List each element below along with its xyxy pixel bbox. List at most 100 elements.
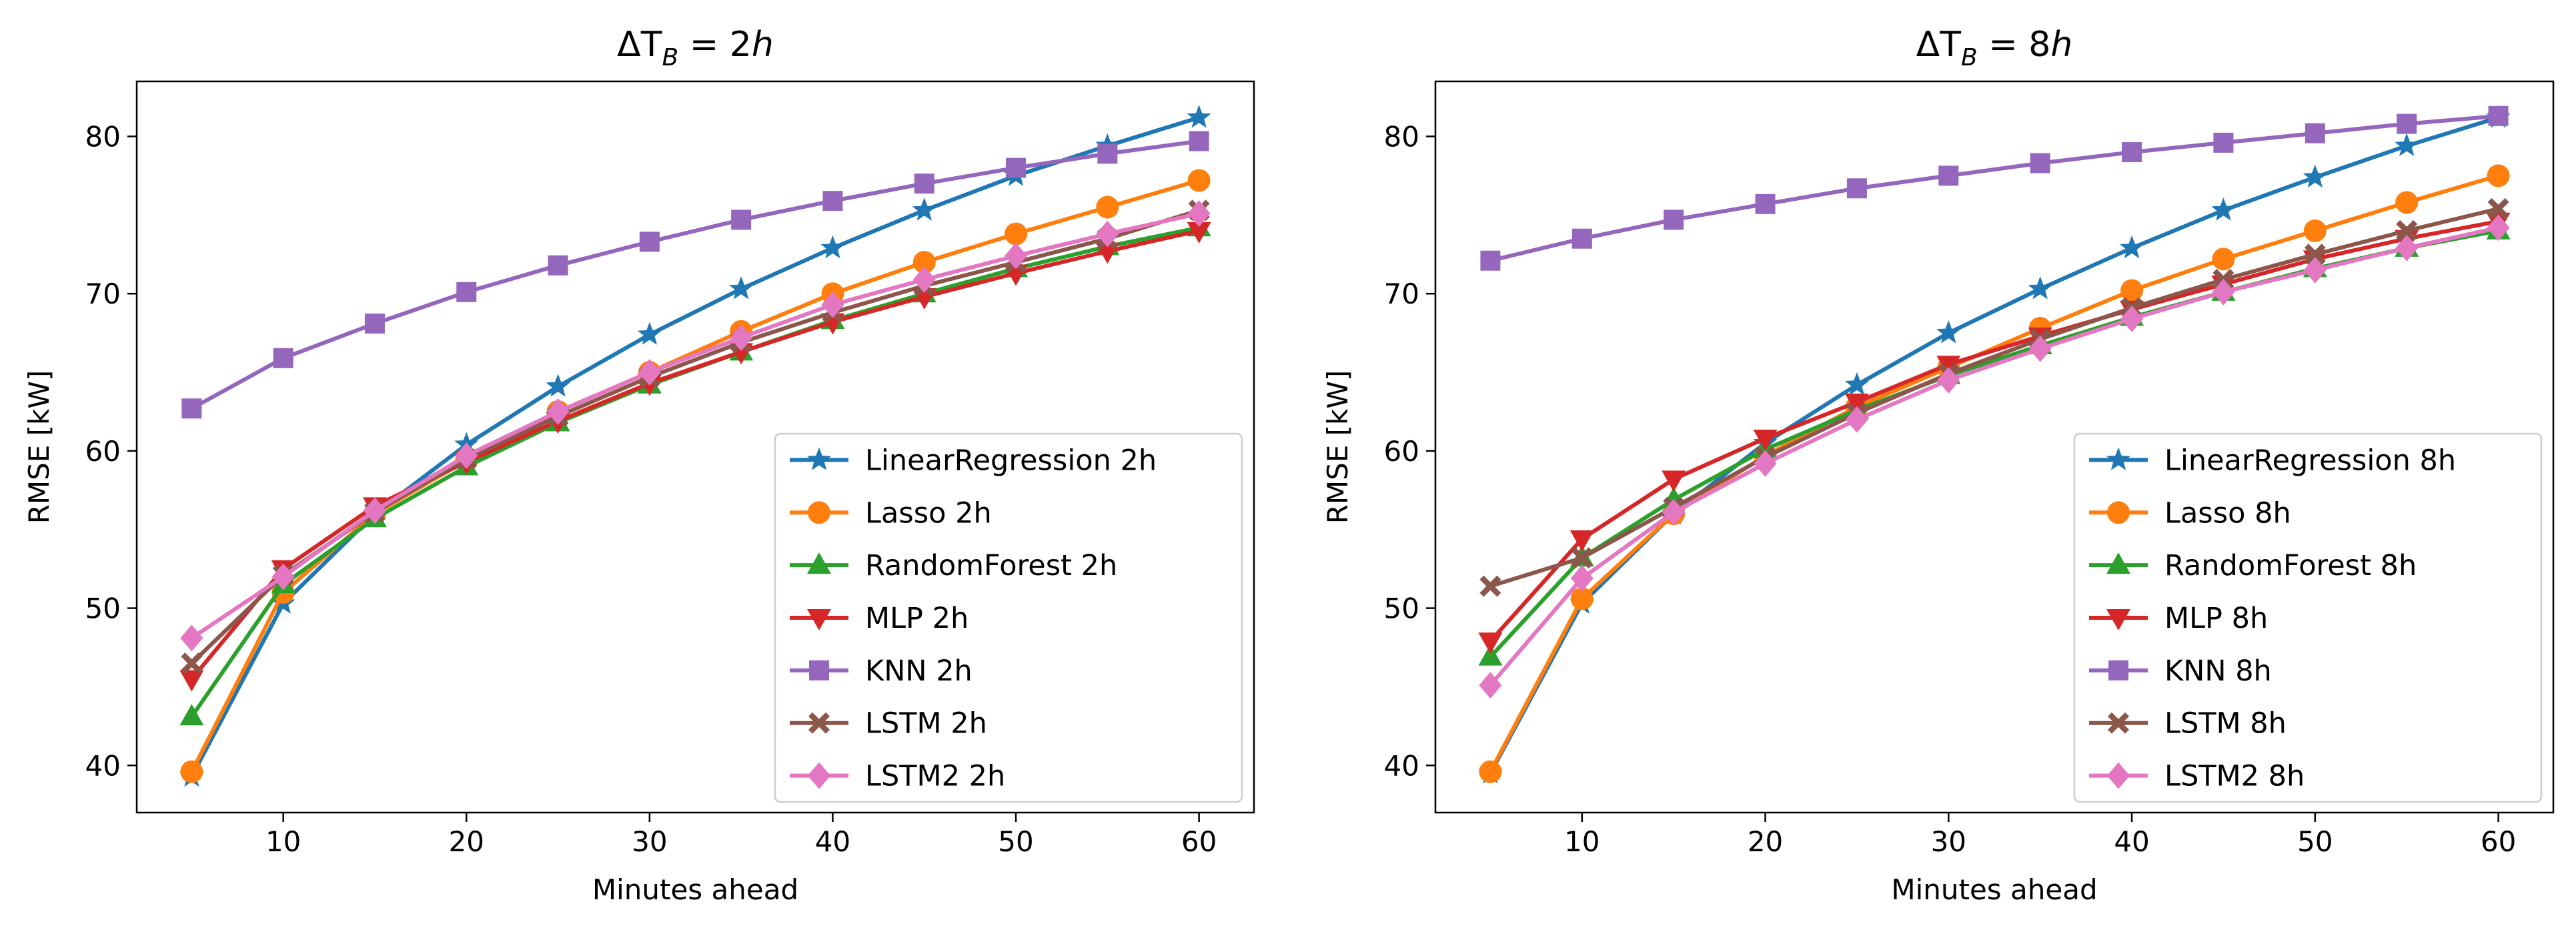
data-point [548, 255, 568, 276]
axes-frame [135, 80, 1255, 814]
legend-marker [2106, 609, 2130, 630]
series-knn-2h [181, 131, 1209, 419]
legend-label: MLP 2h [865, 602, 969, 635]
y-tick-label: 50 [1384, 592, 1419, 625]
legend-entry: LSTM2 2h [790, 760, 1005, 793]
series-knn-8h [1480, 105, 2509, 271]
data-point [1479, 672, 1502, 699]
legend-entry: Lasso 8h [2089, 496, 2291, 530]
x-tick-label: 20 [449, 825, 484, 858]
data-point [179, 704, 204, 726]
series-lstm2-8h [1479, 214, 2510, 699]
chart-title: ΔTB = 8h [1916, 25, 2073, 71]
legend-marker [2108, 660, 2128, 680]
data-point [1569, 530, 1594, 552]
data-point [2030, 153, 2050, 173]
data-point [546, 374, 570, 397]
legend-marker [2107, 501, 2130, 524]
chart-panel-1: ΔTB = 2h 10 20 30 40 50 60 40 50 60 70 80 Minutes ah… [23, 25, 1255, 906]
legend-marker [808, 712, 830, 734]
y-tick-label: 40 [1384, 749, 1419, 782]
data-point [1187, 105, 1211, 128]
data-point [821, 291, 844, 318]
data-point [822, 191, 843, 211]
data-point [2028, 276, 2052, 300]
data-point [1096, 195, 1119, 219]
data-point [1662, 470, 1686, 492]
data-point [1187, 169, 1211, 192]
data-point [1937, 366, 1960, 394]
data-point [2213, 132, 2234, 153]
x-tick-label: 10 [265, 825, 301, 858]
data-point [1755, 193, 1776, 214]
legend-marker [807, 552, 831, 574]
legend-marker [809, 660, 829, 680]
data-point [638, 359, 661, 386]
legend-marker [2107, 762, 2130, 789]
data-point [2487, 164, 2510, 187]
data-point [1005, 242, 1028, 270]
data-point [1753, 430, 1778, 452]
data-point [637, 322, 662, 345]
title-rest: = 2 [678, 25, 752, 65]
data-point [1936, 320, 1961, 344]
data-point [1187, 221, 1211, 244]
data-point [179, 670, 204, 692]
data-point [546, 398, 570, 425]
data-point [2120, 279, 2144, 302]
legend-label: LinearRegression 2h [865, 444, 1157, 477]
legend-marker [2108, 712, 2129, 734]
y-tick-label: 50 [85, 592, 121, 625]
y-tick-label: 70 [85, 278, 121, 310]
legend: LinearRegression 2h Lasso 2h RandomForest … [774, 432, 1243, 803]
title-main: ΔT [1916, 25, 1962, 65]
data-point [1936, 356, 1961, 378]
data-point [271, 563, 295, 590]
data-point [2303, 164, 2327, 188]
series-line [1489, 219, 2499, 643]
legend-label: RandomForest 8h [2164, 549, 2417, 582]
x-tick-label: 10 [1564, 825, 1599, 858]
title-rest: = 8 [1978, 25, 2051, 65]
data-point [1479, 760, 1502, 783]
title-unit: h [752, 25, 774, 65]
y-tick-label: 40 [85, 749, 121, 782]
legend-entry: MLP 2h [790, 602, 969, 635]
data-point [2395, 234, 2419, 262]
data-point [273, 348, 293, 368]
series-line [190, 228, 1200, 680]
data-point [1845, 406, 1868, 433]
x-tick-label: 50 [998, 825, 1033, 858]
title-main: ΔT [617, 25, 662, 65]
data-point [912, 266, 936, 293]
series-line [1489, 206, 2499, 588]
data-point [2122, 142, 2142, 163]
x-tick-label: 40 [815, 825, 850, 858]
data-point [1006, 157, 1027, 178]
legend-label: Lasso 8h [2164, 496, 2291, 530]
data-point [2395, 133, 2419, 156]
plot-area [1478, 105, 2511, 784]
legend-label: LSTM 2h [865, 707, 987, 741]
legend-box [774, 432, 1243, 803]
legend-label: KNN 2h [865, 654, 973, 688]
data-point [1187, 199, 1211, 227]
legend-entry: Lasso 2h [790, 496, 992, 530]
legend: LinearRegression 8h Lasso 8h RandomForest … [2073, 432, 2543, 803]
data-point [2487, 197, 2509, 219]
y-tick-label: 80 [85, 120, 121, 153]
series-line [1488, 173, 2499, 773]
data-point [455, 442, 478, 469]
data-point [2396, 219, 2418, 242]
legend-marker [808, 501, 830, 524]
data-point [2304, 244, 2326, 266]
legend-label: LSTM 8h [2164, 707, 2287, 741]
x-axis-label: Minutes ahead [1891, 873, 2097, 906]
series-line [190, 139, 1200, 410]
data-point [820, 235, 845, 259]
data-point [1478, 632, 1503, 654]
x-axis-label: Minutes ahead [592, 873, 798, 906]
data-point [1480, 250, 1501, 271]
legend-marker [808, 762, 830, 789]
